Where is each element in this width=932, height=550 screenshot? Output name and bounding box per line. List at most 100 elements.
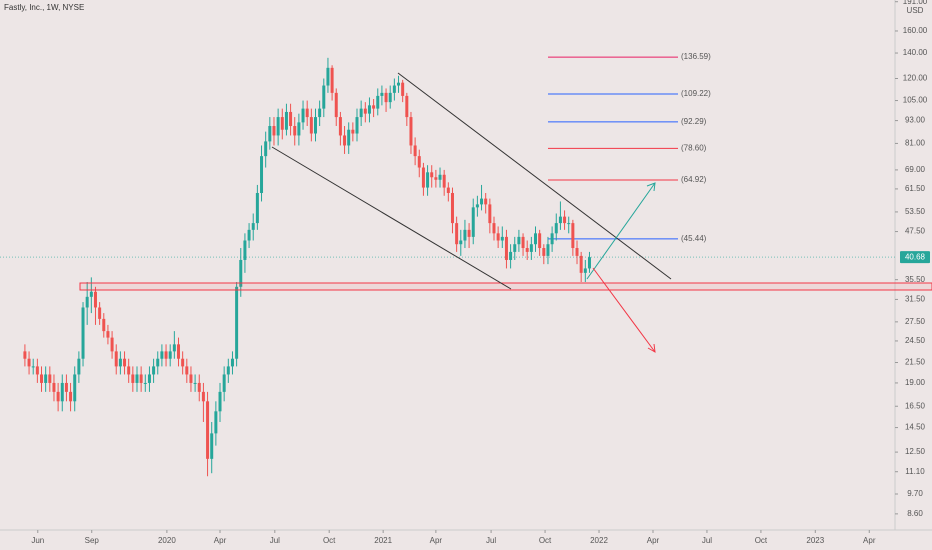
y-tick-label: 16.50 — [905, 401, 926, 410]
candle-body — [538, 233, 542, 249]
candle-body — [542, 248, 546, 256]
candle-body — [330, 67, 334, 93]
candle-body — [185, 366, 189, 375]
candle-body — [484, 198, 488, 205]
candle-body — [293, 126, 297, 136]
candle-body — [376, 95, 380, 109]
candle-body — [554, 223, 558, 234]
candle-body — [388, 92, 392, 103]
candle-body — [177, 344, 181, 359]
candle-body — [289, 111, 293, 127]
candle-body — [235, 286, 239, 359]
candle-body — [272, 126, 276, 136]
x-tick-label: Jul — [702, 536, 712, 545]
x-tick-label: Oct — [539, 536, 552, 545]
candle-body — [534, 233, 538, 245]
chart-title: Fastly, Inc., 1W, NYSE — [4, 3, 84, 12]
x-tick-label: Apr — [214, 536, 227, 545]
x-tick-label: Jun — [31, 536, 44, 545]
candle-body — [193, 382, 197, 384]
candle-body — [475, 204, 479, 208]
candle-body — [135, 374, 139, 383]
candle-body — [421, 167, 425, 188]
candle-body — [280, 117, 284, 130]
down-arrow — [592, 267, 656, 353]
candle-body — [23, 351, 27, 359]
x-tick-label: Jul — [486, 536, 496, 545]
candle-body — [575, 248, 579, 256]
candle-body — [31, 366, 35, 368]
y-tick-label: 61.50 — [905, 184, 926, 193]
candle-body — [417, 156, 421, 168]
fib-level-label: (136.59) — [681, 52, 711, 61]
candle-body — [52, 382, 56, 392]
candle-body — [563, 216, 567, 224]
x-tick-label: Oct — [323, 536, 336, 545]
candle-body — [60, 382, 64, 402]
candle-body — [114, 351, 118, 367]
candle-body — [322, 85, 326, 109]
candle-body — [480, 198, 484, 205]
candle-body — [139, 374, 143, 383]
candle-body — [206, 401, 210, 459]
y-tick-label: 14.50 — [905, 423, 926, 432]
candle-body — [85, 296, 89, 308]
candle-body — [164, 351, 168, 359]
candle-body — [359, 108, 363, 118]
candle-body — [496, 233, 500, 241]
candle-body — [326, 67, 330, 86]
candle-body — [160, 351, 164, 359]
candle-body — [579, 255, 583, 273]
candle-body — [513, 244, 517, 252]
x-tick-label: Sep — [85, 536, 100, 545]
candle-body — [297, 122, 301, 136]
candle-body — [517, 236, 521, 245]
candle-body — [35, 366, 39, 375]
candle-body — [471, 207, 475, 237]
x-tick-label: 2020 — [158, 536, 176, 545]
candle-body — [197, 382, 201, 392]
candle-body — [409, 117, 413, 146]
candle-body — [583, 268, 587, 273]
y-tick-label: 93.00 — [905, 116, 926, 125]
fib-level-label: (109.22) — [681, 89, 711, 98]
candle-body — [243, 240, 247, 260]
y-tick-label: 24.50 — [905, 336, 926, 345]
candle-body — [56, 391, 60, 402]
fib-level-label: (64.92) — [681, 175, 707, 184]
candle-body — [239, 259, 243, 287]
x-tick-label: Jul — [270, 536, 280, 545]
candle-body — [571, 223, 575, 249]
fib-level-label: (45.44) — [681, 234, 707, 243]
candle-body — [168, 351, 172, 359]
y-tick-label: 31.50 — [905, 295, 926, 304]
y-tick-label: 81.00 — [905, 139, 926, 148]
candle-body — [434, 177, 438, 180]
x-tick-label: 2022 — [590, 536, 608, 545]
candle-body — [301, 108, 305, 123]
candle-body — [284, 111, 288, 130]
y-tick-label: 47.50 — [905, 227, 926, 236]
candle-body — [276, 117, 280, 136]
candle-body — [363, 108, 367, 114]
candle-body — [313, 117, 317, 134]
candle-body — [347, 129, 351, 146]
candle-body — [442, 174, 446, 188]
candle-body — [450, 192, 454, 224]
candle-body — [255, 192, 259, 224]
candle-body — [488, 204, 492, 224]
upper-trendline — [397, 72, 672, 280]
y-tick-label: 19.00 — [905, 378, 926, 387]
candle-body — [334, 92, 338, 118]
y-tick-label: 27.50 — [905, 317, 926, 326]
candle-body — [69, 391, 73, 402]
candle-body — [529, 244, 533, 252]
last-price-label: 40.68 — [905, 252, 926, 261]
up-arrow-head — [646, 182, 656, 192]
x-tick-label: 2023 — [806, 536, 824, 545]
y-tick-label: 120.00 — [903, 74, 928, 83]
y-tick-label: 53.50 — [905, 207, 926, 216]
candle-body — [181, 358, 185, 367]
y-tick-label: 11.10 — [905, 467, 925, 476]
